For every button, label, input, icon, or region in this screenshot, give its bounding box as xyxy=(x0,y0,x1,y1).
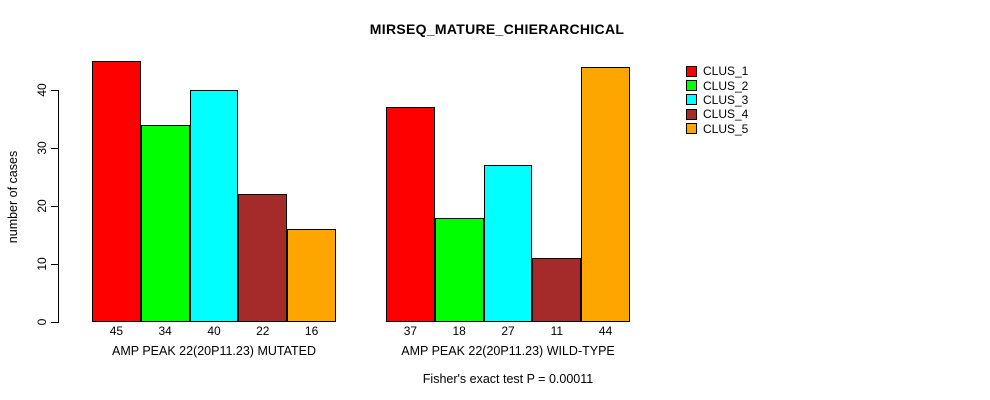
y-tick-mark xyxy=(51,90,58,91)
y-tick-mark xyxy=(51,148,58,149)
legend-label: CLUS_5 xyxy=(703,121,749,136)
y-tick-label: 20 xyxy=(35,199,49,213)
y-tick-label: 10 xyxy=(35,257,49,271)
legend-label: CLUS_2 xyxy=(703,78,749,93)
legend-label: CLUS_4 xyxy=(703,107,749,122)
legend: CLUS_1 CLUS_2 CLUS_3 CLUS_4 CLUS_5 xyxy=(686,64,748,136)
legend-row: CLUS_1 xyxy=(686,64,748,78)
legend-row: CLUS_5 xyxy=(686,122,748,136)
bar xyxy=(484,165,532,322)
legend-swatch-icon xyxy=(686,108,697,120)
chart-title: MIRSEQ_MATURE_CHIERARCHICAL xyxy=(369,21,625,37)
legend-label: CLUS_3 xyxy=(703,92,749,107)
bar xyxy=(287,229,336,322)
legend-swatch-icon xyxy=(686,80,697,92)
bar xyxy=(581,67,630,322)
bar-value-label: 27 xyxy=(501,324,515,338)
legend-row: CLUS_2 xyxy=(686,78,749,93)
group-label: AMP PEAK 22(20P11.23) MUTATED xyxy=(111,344,317,358)
y-tick-mark xyxy=(51,322,58,323)
bar-value-label: 22 xyxy=(256,324,270,338)
bar-value-label: 44 xyxy=(598,324,613,338)
y-tick-mark xyxy=(51,264,58,265)
y-tick-label: 0 xyxy=(35,318,49,326)
footnote-fishers-test: Fisher's exact test P = 0.00011 xyxy=(422,372,594,386)
bar xyxy=(92,61,141,322)
legend-swatch-icon xyxy=(686,94,697,106)
bar xyxy=(190,90,238,322)
bar-value-label: 11 xyxy=(550,324,564,338)
y-tick-label: 30 xyxy=(35,141,49,155)
legend-label: CLUS_1 xyxy=(703,64,749,79)
y-tick-label: 40 xyxy=(35,83,49,97)
bar-value-label: 18 xyxy=(452,324,466,338)
y-axis-line xyxy=(58,90,59,323)
bar-value-label: 45 xyxy=(109,324,124,338)
bar xyxy=(435,218,484,322)
legend-row: CLUS_4 xyxy=(686,107,748,121)
y-tick-mark xyxy=(51,206,58,207)
y-axis-label: number of cases xyxy=(6,150,20,244)
legend-swatch-icon xyxy=(686,123,697,135)
legend-swatch-icon xyxy=(686,65,697,77)
bar-value-label: 37 xyxy=(403,324,418,338)
bar-value-label: 34 xyxy=(158,324,172,338)
bar-value-label: 16 xyxy=(304,324,319,338)
bar xyxy=(238,194,287,322)
bar-value-label: 40 xyxy=(207,324,221,338)
legend-row: CLUS_3 xyxy=(686,93,748,107)
bar xyxy=(532,258,581,322)
bar xyxy=(386,107,435,322)
group-label: AMP PEAK 22(20P11.23) WILD-TYPE xyxy=(401,344,615,358)
bar xyxy=(141,125,190,322)
